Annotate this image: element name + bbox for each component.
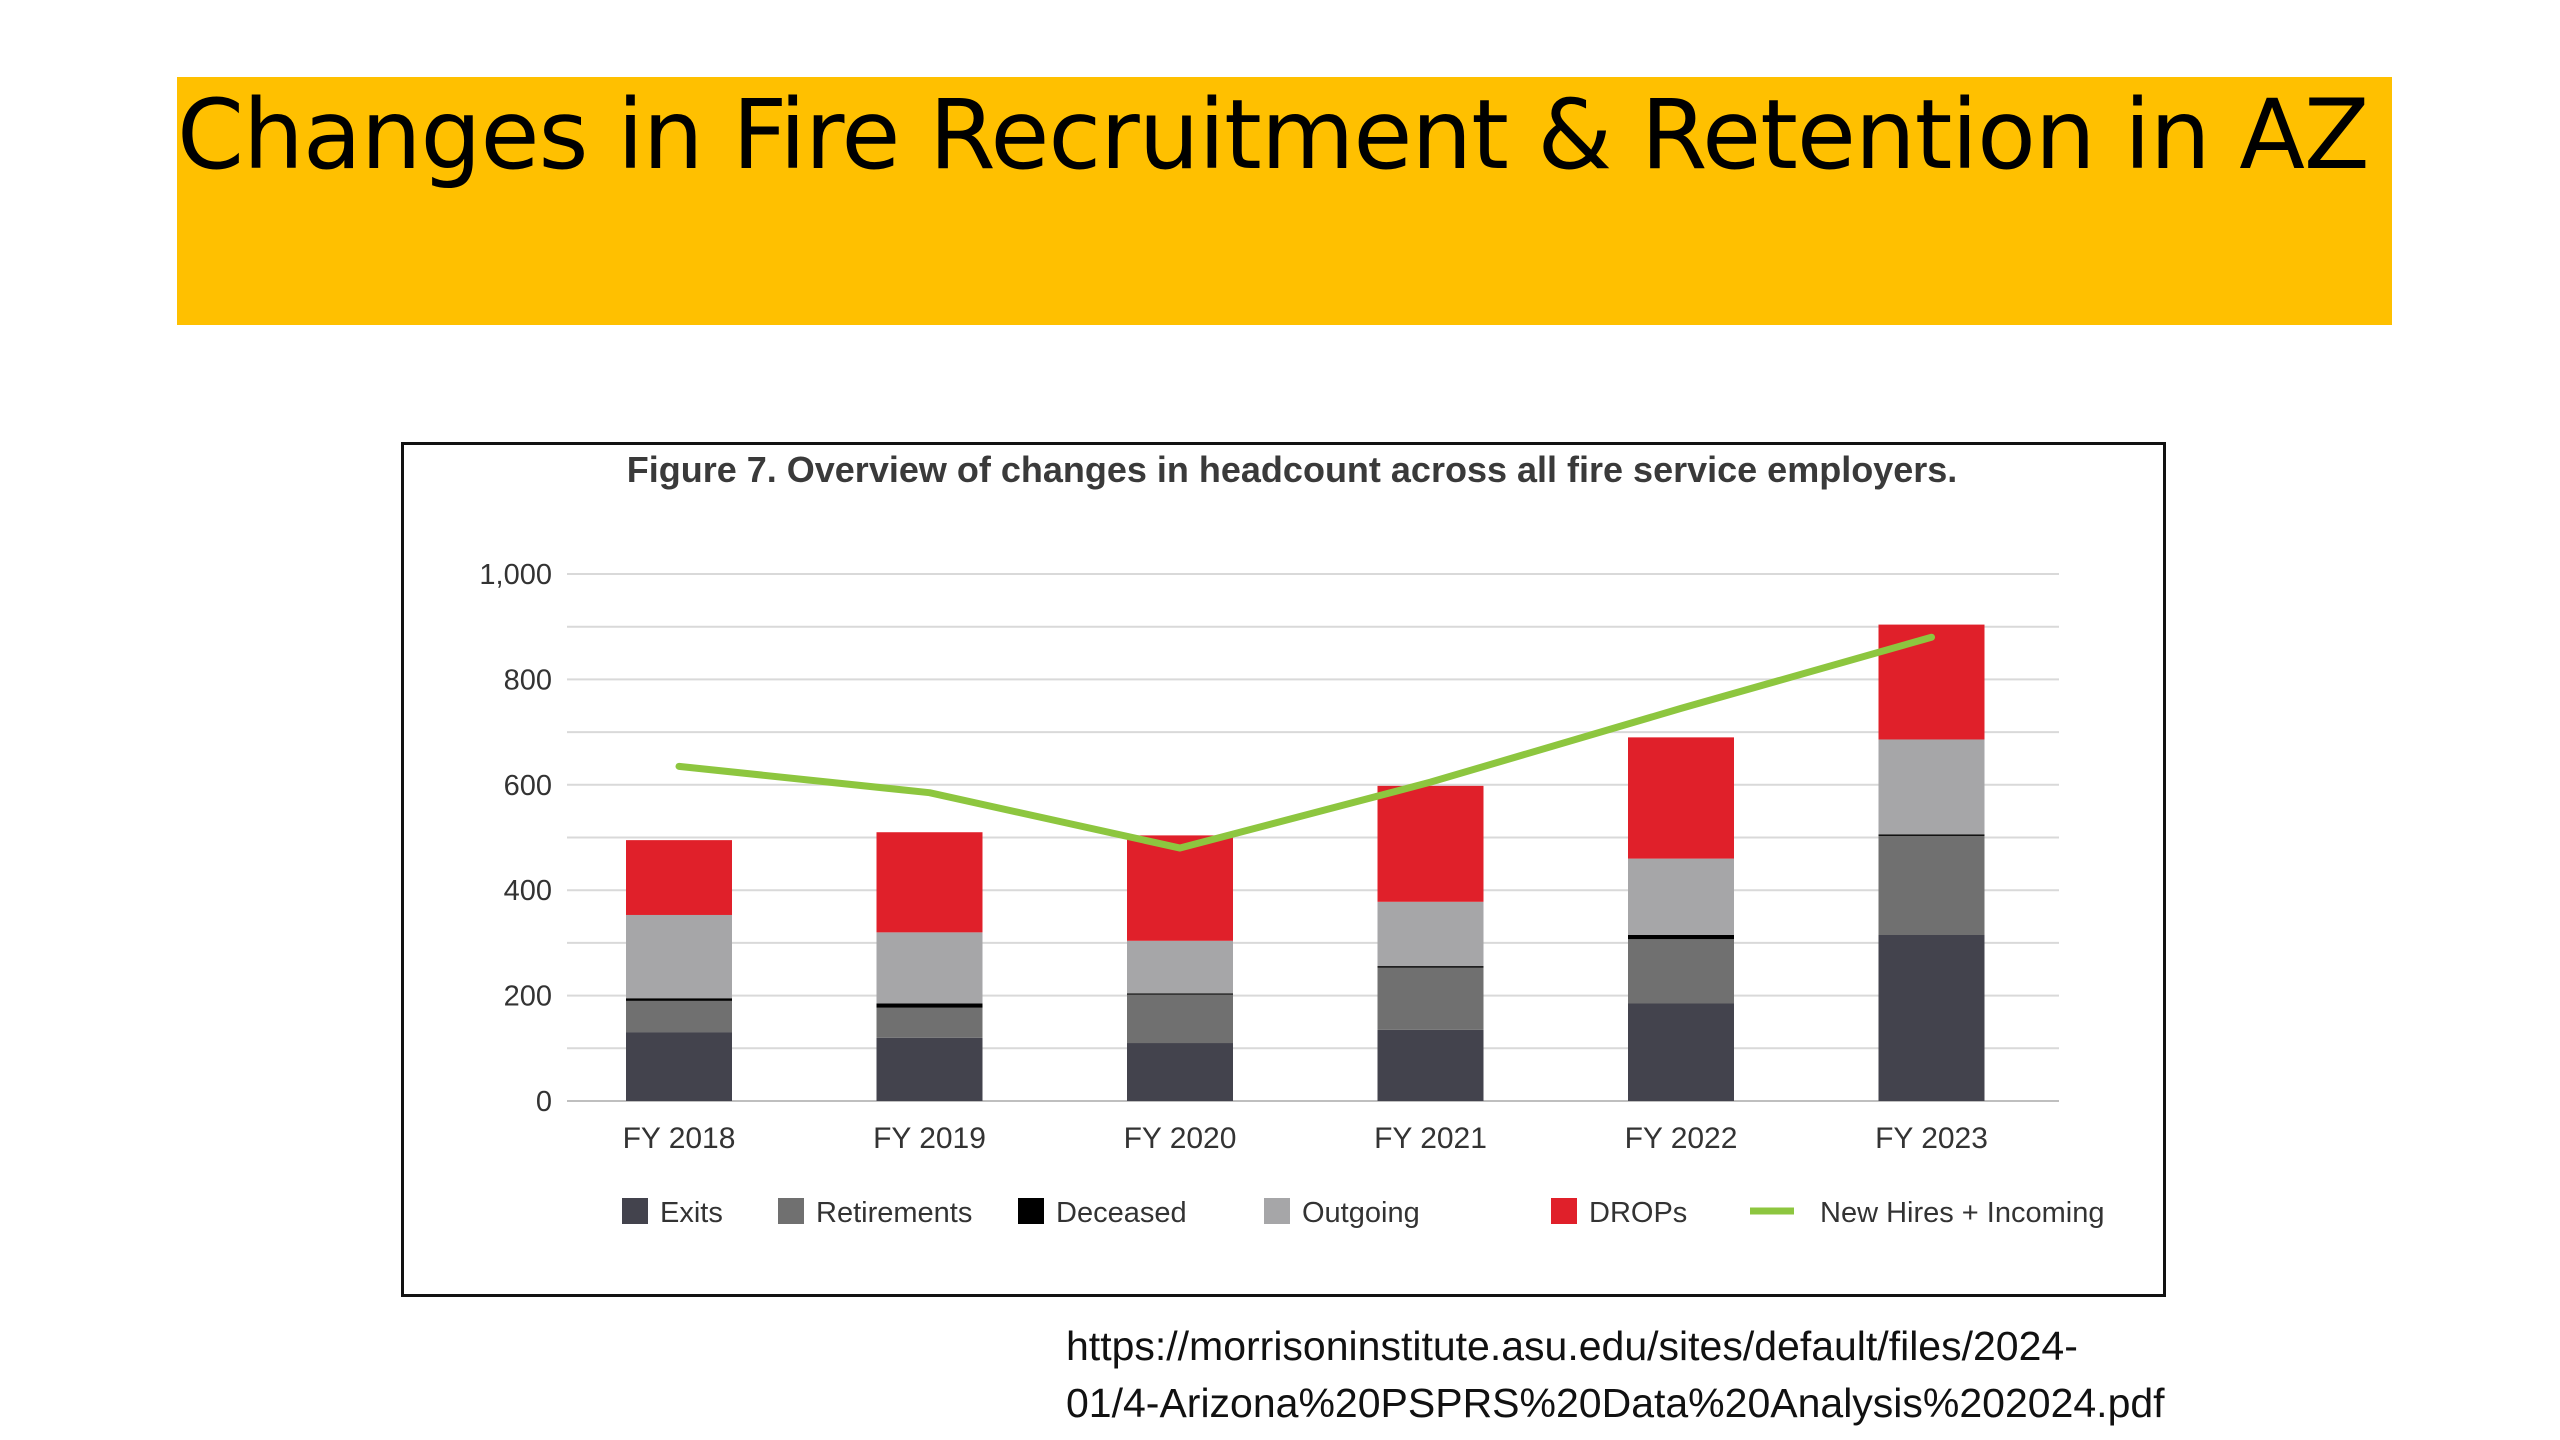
bar-retirements: [876, 1007, 983, 1038]
source-url-line-1[interactable]: https://morrisoninstitute.asu.edu/sites/…: [1066, 1323, 2078, 1369]
x-tick-label: FY 2021: [1374, 1122, 1487, 1155]
bar-deceased: [626, 998, 732, 1001]
y-tick-label: 200: [504, 981, 552, 1013]
legend-label: Outgoing: [1302, 1197, 1420, 1229]
bar-drops: [1127, 835, 1233, 941]
bar-deceased: [1127, 993, 1233, 995]
bar-outgoing: [1377, 901, 1484, 967]
y-tick-label: 0: [536, 1086, 552, 1118]
legend-label: Exits: [660, 1197, 723, 1229]
legend-swatch: [622, 1198, 648, 1224]
bar-outgoing: [1127, 940, 1233, 994]
bar-deceased: [1377, 966, 1484, 968]
bar-outgoing: [1878, 739, 1985, 835]
x-tick-label: FY 2023: [1875, 1122, 1988, 1155]
legend-swatch: [1264, 1198, 1290, 1224]
chart-title: Figure 7. Overview of changes in headcou…: [627, 449, 1958, 490]
x-tick-label: FY 2022: [1625, 1122, 1738, 1155]
y-tick-label: 1,000: [479, 559, 552, 591]
bar-drops: [1628, 737, 1734, 859]
line-new-hires-incoming: [675, 633, 1935, 852]
title-band: [177, 77, 2392, 325]
bar-outgoing: [626, 914, 732, 999]
bar-retirements: [1377, 967, 1484, 1030]
bar-drops: [1377, 785, 1484, 902]
x-tick-label: FY 2019: [873, 1122, 986, 1155]
legend-label: Deceased: [1056, 1197, 1187, 1229]
bar-exits: [1127, 1043, 1233, 1101]
bar-outgoing: [876, 932, 983, 1004]
bar-drops: [626, 840, 732, 915]
legend-swatch: [1551, 1198, 1577, 1224]
x-tick-label: FY 2018: [623, 1122, 736, 1155]
source-url-line-2[interactable]: 01/4-Arizona%20PSPRS%20Data%20Analysis%2…: [1066, 1380, 2165, 1426]
bar-outgoing: [1628, 858, 1734, 935]
bar-exits: [1377, 1029, 1484, 1101]
slide-title: Changes in Fire Recruitment & Retention …: [177, 79, 2370, 191]
bar-drops: [876, 832, 983, 933]
legend-label: Retirements: [816, 1197, 972, 1229]
bar-deceased: [1878, 834, 1985, 836]
bar-exits: [626, 1032, 732, 1101]
bar-deceased: [876, 1003, 983, 1008]
y-tick-label: 400: [504, 875, 552, 907]
legend-label: New Hires + Incoming: [1820, 1197, 2104, 1229]
legend-swatch: [778, 1198, 804, 1224]
chart-frame: Figure 7. Overview of changes in headcou…: [401, 442, 2166, 1297]
bar-exits: [1628, 1003, 1734, 1101]
chart: Figure 7. Overview of changes in headcou…: [479, 449, 2104, 1229]
bar-drops: [1878, 624, 1985, 740]
bar-retirements: [626, 1000, 732, 1033]
legend-label: DROPs: [1589, 1197, 1687, 1229]
bar-retirements: [1628, 939, 1734, 1004]
y-tick-label: 600: [504, 770, 552, 802]
x-tick-label: FY 2020: [1124, 1122, 1237, 1155]
source-citation[interactable]: https://morrisoninstitute.asu.edu/sites/…: [1066, 1318, 2526, 1432]
y-tick-label: 800: [504, 664, 552, 696]
bar-exits: [1878, 934, 1985, 1101]
bar-retirements: [1878, 835, 1985, 935]
legend-swatch: [1018, 1198, 1044, 1224]
bar-retirements: [1127, 994, 1233, 1044]
bar-deceased: [1628, 934, 1734, 940]
bar-exits: [876, 1037, 983, 1101]
